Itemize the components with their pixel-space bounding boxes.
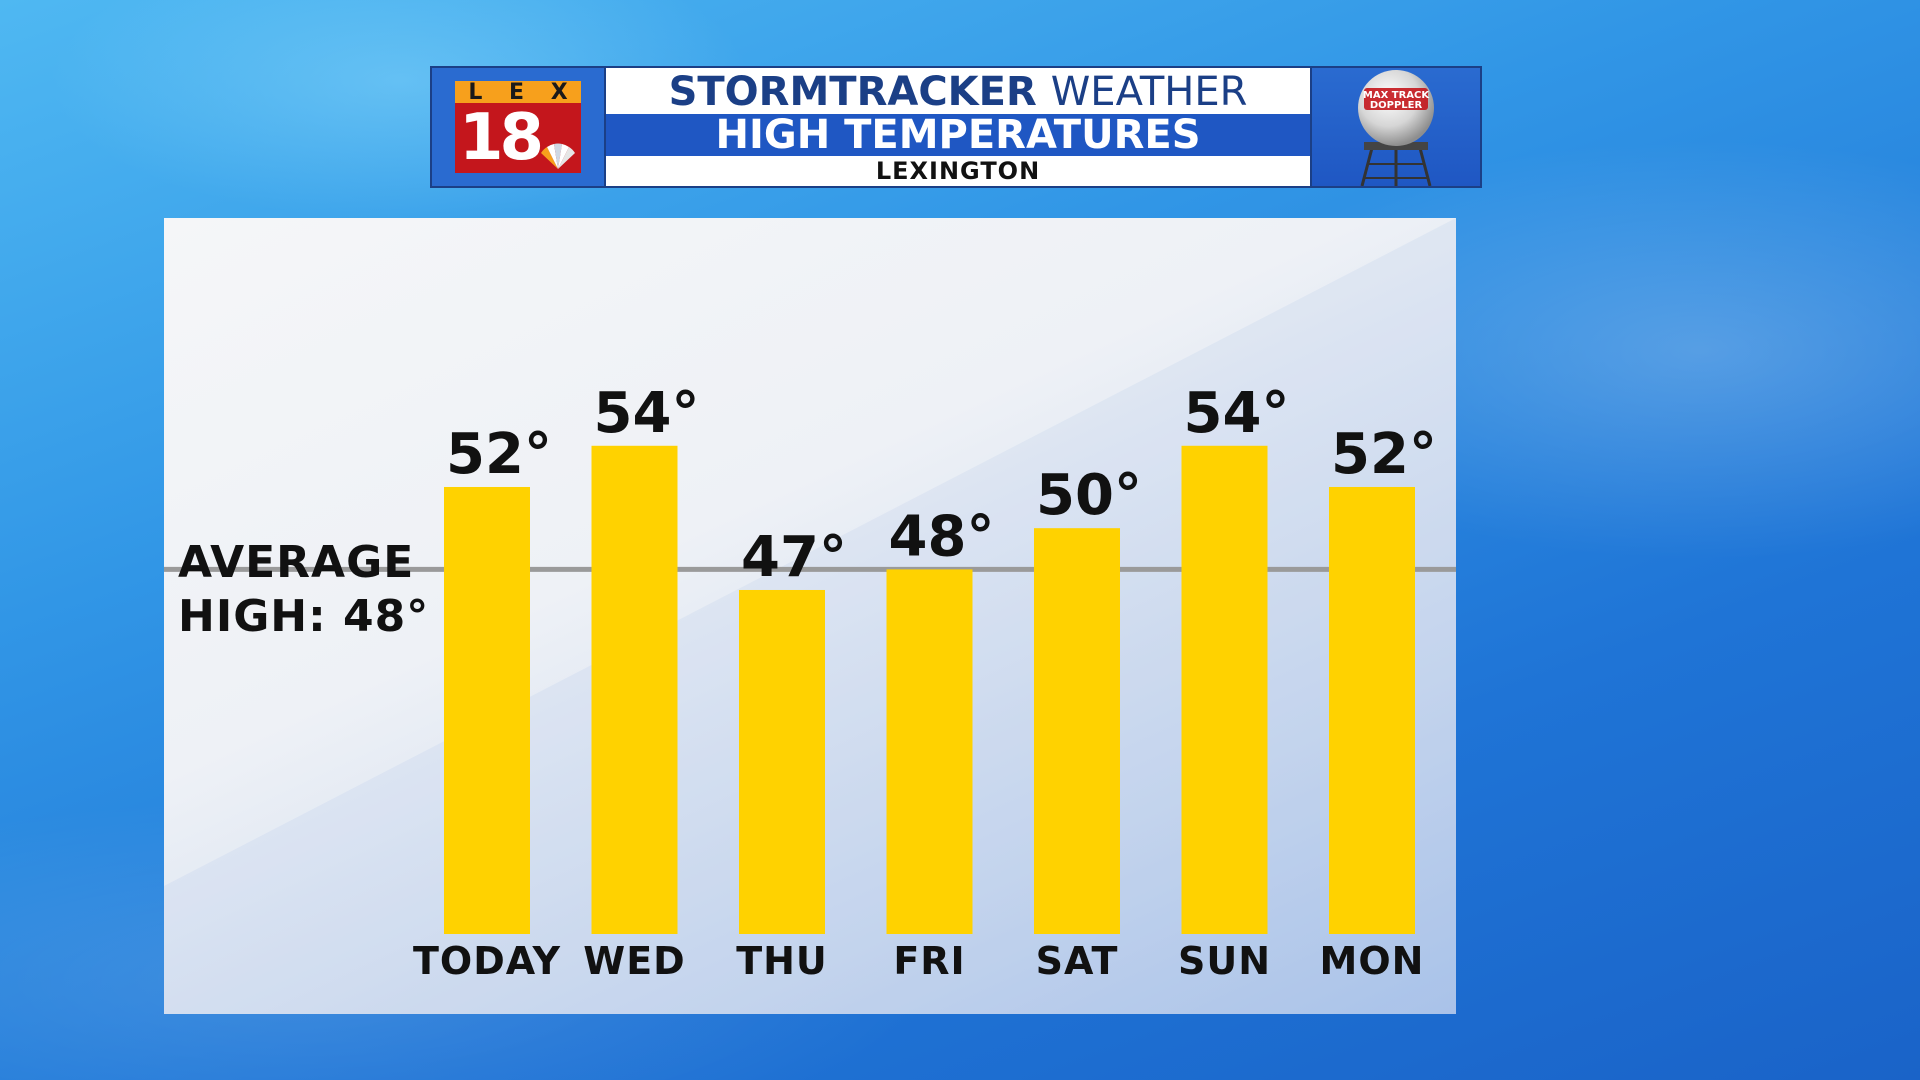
bar-sun	[1181, 445, 1268, 934]
bar-mon	[1329, 486, 1415, 934]
brand-stormtracker: STORMTRACKER	[668, 69, 1037, 115]
category-label-mon: MON	[1320, 939, 1425, 983]
value-label-wed: 54°	[594, 381, 700, 446]
peacock-icon	[541, 143, 575, 169]
location-label: LEXINGTON	[875, 157, 1041, 185]
chart-panel: 52° 54° 47° 48° 50° 54° 52° TODAY WED THU FRI SAT S…	[164, 218, 1456, 1014]
value-label-today: 52°	[446, 422, 552, 487]
brand-weather: WEATHER	[1050, 69, 1248, 115]
category-label-fri: FRI	[893, 939, 965, 983]
header-banner: L E X 18 STORMTRACKER WEATHER HIGH TEMPE…	[430, 66, 1482, 188]
bar-chart: 52° 54° 47° 48° 50° 54° 52° TODAY WED THU FRI SAT S…	[164, 218, 1456, 1014]
logo-lex-strip: L E X	[455, 79, 581, 105]
value-label-fri: 48°	[889, 504, 995, 569]
bar-thu	[739, 589, 825, 934]
bar-today	[444, 486, 530, 934]
category-label-wed: WED	[583, 939, 685, 983]
average-high-label: AVERAGE HIGH: 48°	[178, 536, 448, 644]
average-label-line1: AVERAGE	[178, 537, 415, 588]
station-logo: L E X 18	[432, 68, 606, 186]
average-label-line2: HIGH: 48°	[178, 591, 430, 642]
category-label-thu: THU	[736, 939, 828, 983]
category-label-sat: SAT	[1036, 939, 1119, 983]
value-label-mon: 52°	[1331, 422, 1437, 487]
logo-letter-x: X	[550, 79, 568, 105]
bar-fri	[886, 569, 973, 934]
doppler-text-1: MAX TRACK	[1363, 90, 1430, 101]
category-label-sun: SUN	[1178, 939, 1271, 983]
doppler-logo: MAX TRACK DOPPLER	[1310, 68, 1480, 186]
doppler-text-2: DOPPLER	[1370, 100, 1423, 111]
category-label-today: TODAY	[413, 939, 561, 983]
logo-letter-e: E	[509, 79, 525, 105]
banner-titles: STORMTRACKER WEATHER HIGH TEMPERATURES L…	[606, 68, 1310, 186]
value-label-sun: 54°	[1184, 381, 1290, 446]
bar-sat	[1034, 528, 1120, 934]
value-label-sat: 50°	[1036, 463, 1142, 528]
chart-title: HIGH TEMPERATURES	[606, 114, 1310, 156]
banner-title-line1: STORMTRACKER WEATHER	[606, 68, 1310, 115]
bar-wed	[591, 445, 678, 934]
value-label-thu: 47°	[741, 525, 847, 590]
radar-tower-icon: MAX TRACK DOPPLER	[1358, 70, 1434, 186]
logo-letter-l: L	[468, 79, 483, 105]
